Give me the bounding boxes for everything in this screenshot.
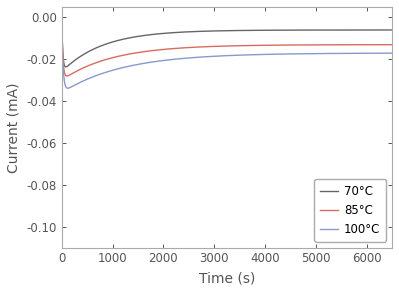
85°C [61,59,65,62]
100°C [69,85,74,88]
85°C [59,20,64,23]
100°C [369,51,374,55]
85°C [390,43,395,46]
Line: 85°C: 85°C [62,22,392,76]
70°C [71,60,76,63]
100°C [61,65,65,68]
100°C [63,82,67,86]
Line: 100°C: 100°C [62,24,392,88]
85°C [67,74,71,77]
85°C [65,74,69,78]
Line: 70°C: 70°C [62,20,392,67]
85°C [71,71,76,75]
Legend: 70°C, 85°C, 100°C: 70°C, 85°C, 100°C [314,179,386,242]
70°C [369,28,374,32]
70°C [67,63,71,67]
70°C [63,65,68,69]
85°C [369,43,374,46]
100°C [67,86,71,90]
100°C [390,51,395,55]
85°C [63,72,67,76]
100°C [59,22,64,25]
100°C [71,84,76,88]
70°C [390,28,395,32]
70°C [59,18,64,21]
70°C [63,65,67,68]
85°C [69,72,74,76]
100°C [65,86,70,90]
70°C [69,61,74,65]
X-axis label: Time (s): Time (s) [199,271,255,285]
Y-axis label: Current (mA): Current (mA) [7,82,21,173]
70°C [61,55,65,58]
